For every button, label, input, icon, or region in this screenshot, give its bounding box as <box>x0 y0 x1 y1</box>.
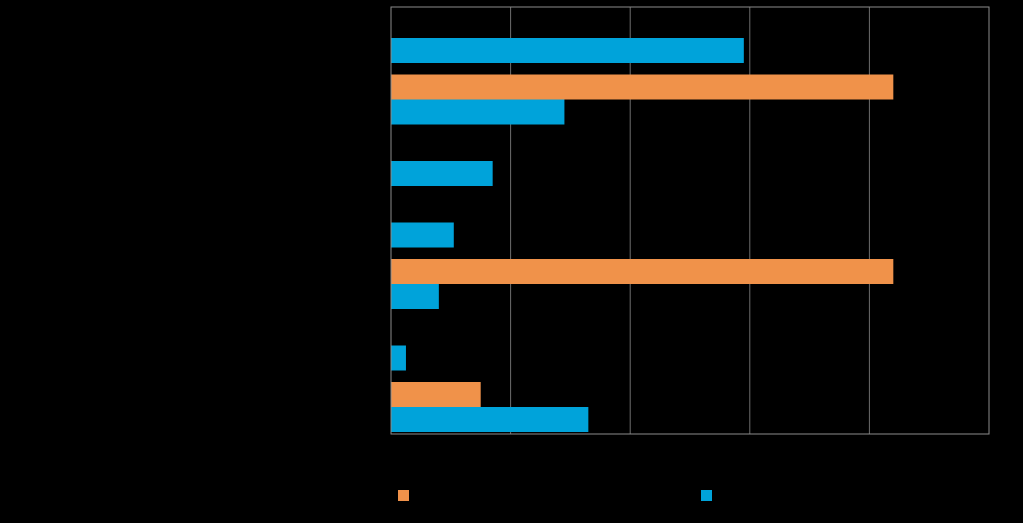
bars <box>391 38 894 432</box>
bar-series1-category3 <box>391 222 454 248</box>
bar-series0-category4 <box>391 259 894 284</box>
bar-series1-category6 <box>391 407 589 432</box>
bar-series1-category1 <box>391 99 565 125</box>
legend <box>398 490 712 501</box>
bar-series1-category2 <box>391 161 493 186</box>
bar-series1-category4 <box>391 284 439 309</box>
plot-frame <box>390 6 990 435</box>
bar-series1-category5 <box>391 345 406 371</box>
bar-series0-category1 <box>391 74 894 100</box>
legend-swatch-series1 <box>701 490 712 501</box>
legend-swatch-series0 <box>398 490 409 501</box>
bar-series0-category6 <box>391 382 481 407</box>
bar-series1-category0 <box>391 38 744 63</box>
plot-border <box>390 6 990 435</box>
